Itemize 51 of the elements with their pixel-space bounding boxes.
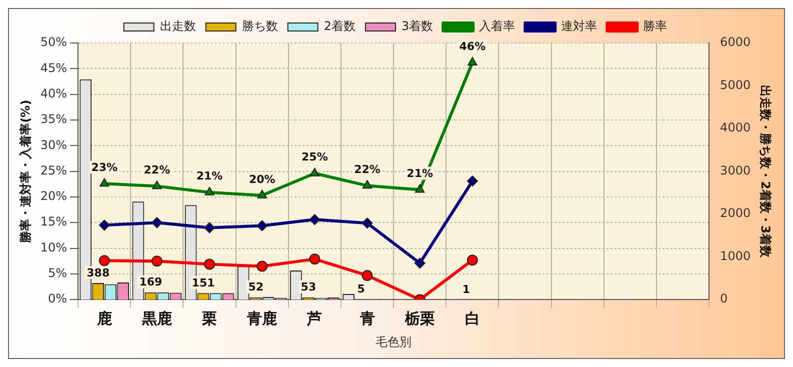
data-label: 151: [192, 276, 215, 290]
y-tick-label: 50%: [40, 35, 68, 50]
x-tick-label: 栃栗: [404, 309, 435, 328]
x-tick-label: 栗: [201, 309, 218, 328]
y-tick-label: 0%: [48, 292, 68, 306]
legend-label: 連対率: [561, 19, 598, 34]
x-tick-label: 芦: [306, 309, 322, 328]
data-label: 169: [139, 276, 162, 289]
data-label: 22%: [144, 164, 170, 177]
y2-tick-label: 5000: [720, 78, 751, 92]
x-tick-label: 青鹿: [246, 309, 278, 328]
y2-axis-title: 出走数・勝ち数・2着数・3着数: [758, 84, 773, 259]
data-label: 22%: [354, 163, 380, 176]
y-tick-label: 5%: [48, 266, 68, 280]
y-tick-label: 45%: [40, 60, 68, 75]
x-tick-label: 白: [464, 309, 480, 328]
x-tick-label: 黒鹿: [140, 309, 172, 328]
y-tick-label: 20%: [40, 189, 68, 204]
y2-tick-label: 3000: [720, 163, 751, 178]
y-tick-label: 35%: [40, 112, 68, 126]
legend-label: 入着率: [479, 19, 516, 34]
data-label: 21%: [196, 170, 223, 183]
y-axis-title: 勝率・連対率・入着率(%): [18, 100, 32, 244]
data-label: 388: [86, 266, 110, 280]
data-label: 5: [357, 282, 365, 296]
legend-label: 勝ち数: [242, 19, 278, 34]
y-tick-label: 40%: [40, 86, 68, 100]
y-tick-label: 30%: [40, 138, 68, 152]
y2-tick-label: 1000: [720, 248, 751, 263]
data-label: 1: [462, 282, 470, 296]
data-label: 23%: [91, 160, 118, 174]
legend-label: 出走数: [160, 19, 196, 34]
data-label: 20%: [248, 172, 276, 186]
y2-tick-label: 2000: [720, 206, 751, 220]
y2-tick-label: 0: [720, 292, 728, 306]
data-label: 21%: [406, 167, 434, 180]
data-label: 25%: [302, 150, 328, 164]
x-tick-label: 青: [358, 309, 375, 328]
x-axis-title: 毛色別: [376, 334, 412, 349]
data-label: 52: [248, 280, 264, 294]
legend-label: 3着数: [402, 19, 434, 34]
legend-label: 勝率: [643, 19, 668, 34]
y-tick-label: 10%: [40, 240, 68, 254]
legend-label: 2着数: [324, 19, 356, 34]
y-tick-label: 25%: [40, 163, 68, 178]
data-label: 53: [300, 280, 316, 294]
x-tick-label: 鹿: [96, 309, 112, 328]
y-tick-label: 15%: [40, 214, 68, 229]
y2-tick-label: 6000: [720, 35, 751, 50]
data-label: 46%: [459, 40, 486, 53]
y2-tick-label: 4000: [720, 120, 751, 135]
